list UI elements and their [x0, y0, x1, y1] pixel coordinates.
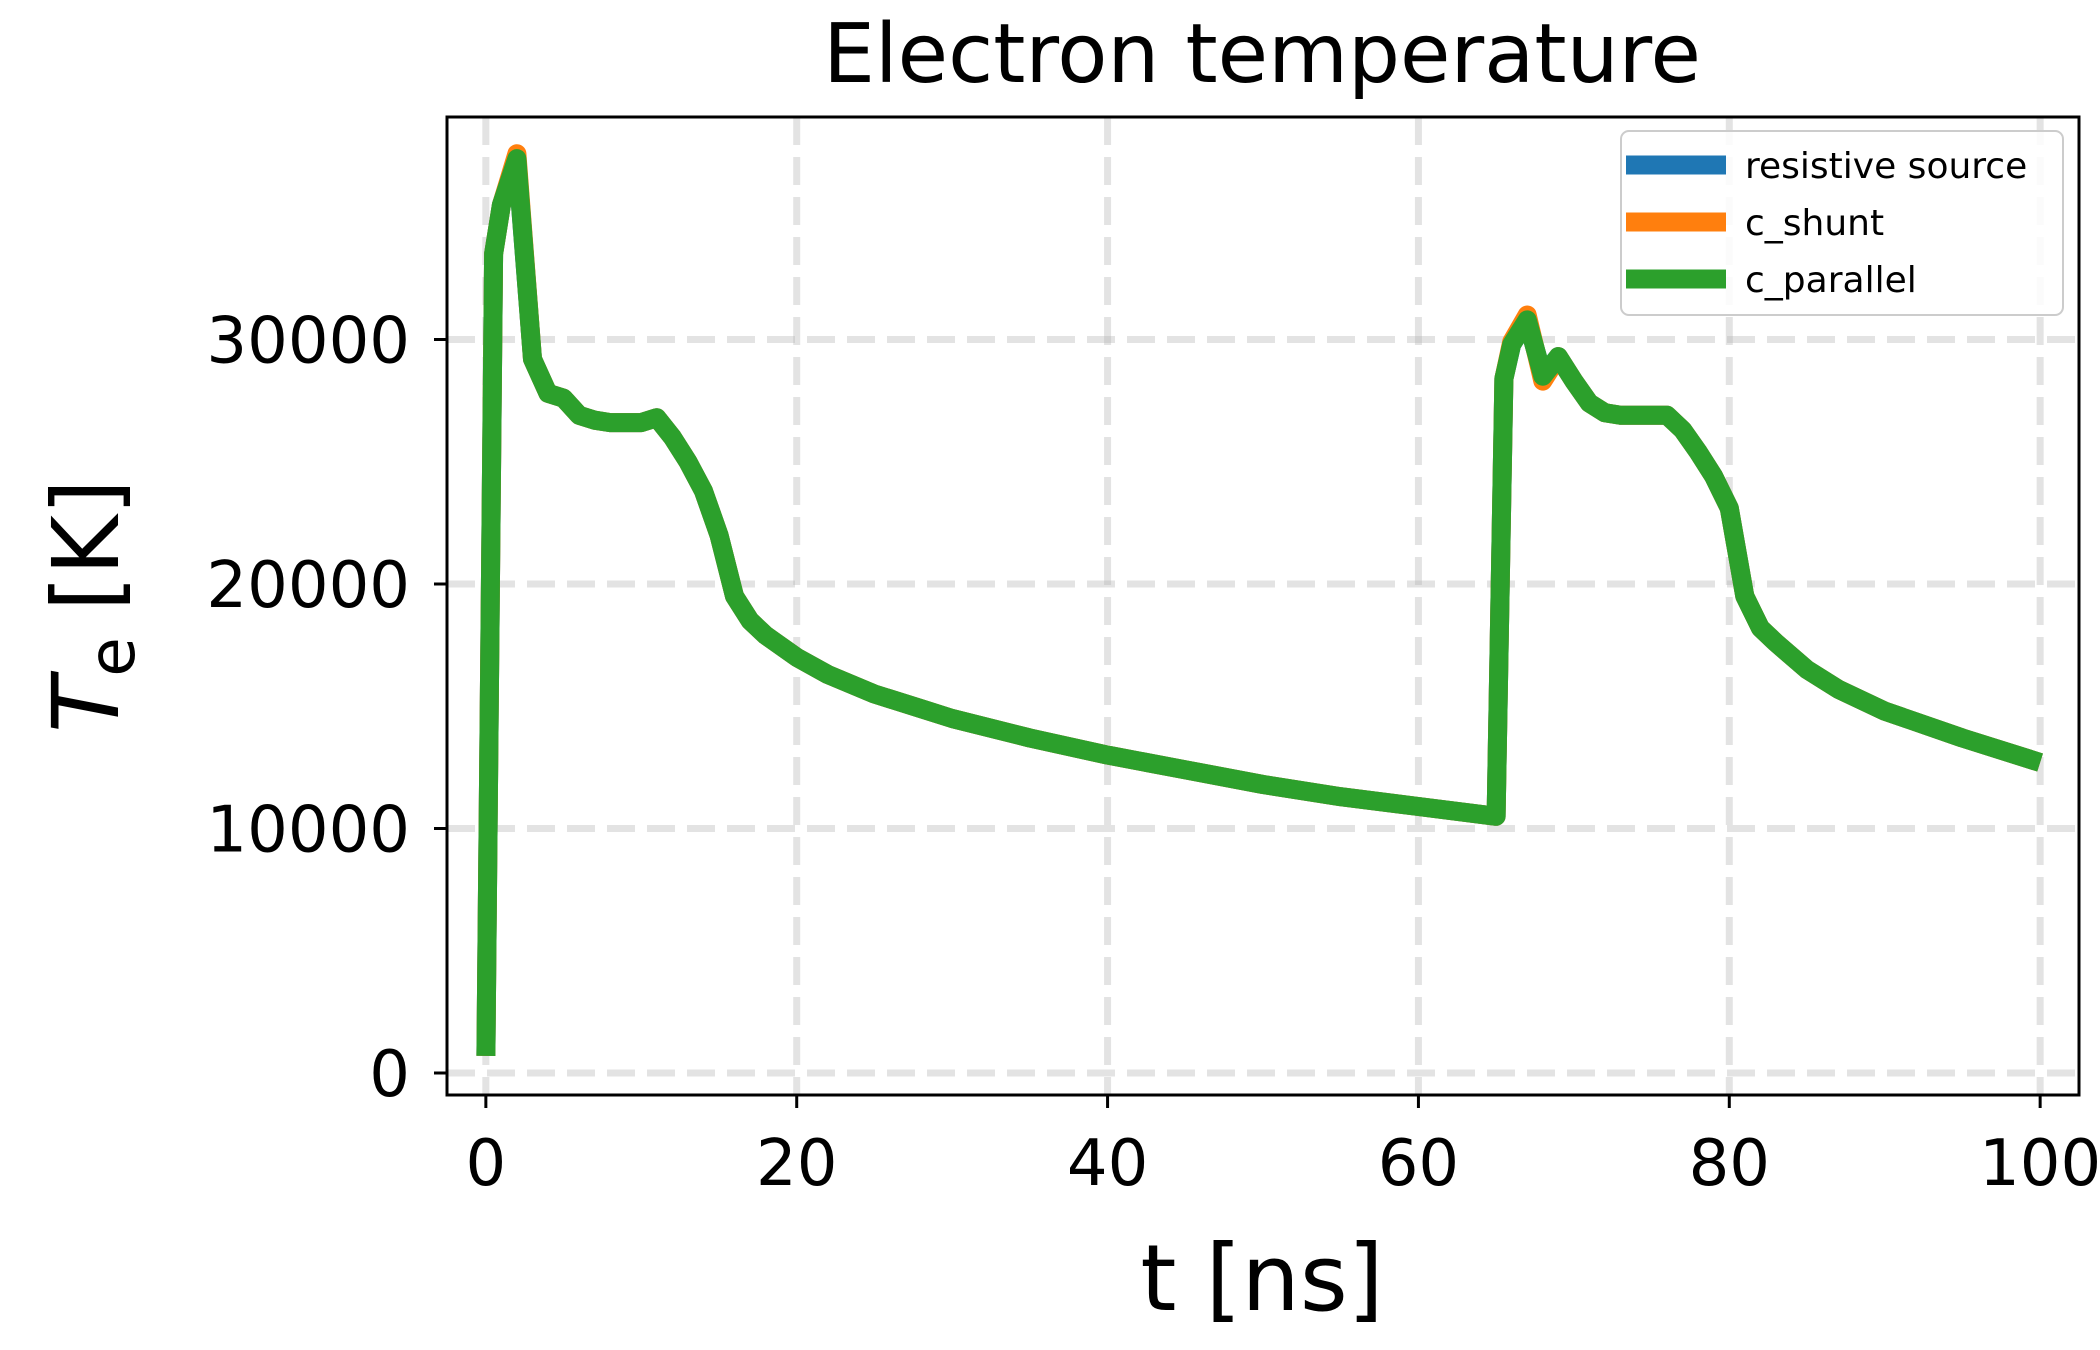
x-tick-label: 0 — [465, 1127, 506, 1201]
legend-label: c_parallel — [1745, 260, 1917, 301]
y-tick-label: 0 — [369, 1038, 410, 1112]
series-lines — [476, 144, 2043, 1056]
series-line-3 — [476, 149, 2043, 1056]
y-axis-label-subscript: e — [76, 637, 150, 676]
x-tick-label: 80 — [1689, 1127, 1770, 1201]
legend-frame — [1620, 130, 2064, 316]
x-tick-label: 100 — [1979, 1127, 2100, 1201]
y-axis-label-symbol: T — [33, 670, 140, 733]
x-axis-label: t [ns] — [1140, 1225, 1383, 1332]
y-axis-label-unit: [K] — [33, 479, 140, 611]
y-axis-label: Te [K] — [33, 479, 150, 733]
plot-frame — [445, 115, 2081, 1097]
legend: resistive source c_shunt c_parallel — [1620, 130, 2064, 316]
y-tick-label: 30000 — [206, 304, 410, 378]
x-tick-label: 60 — [1378, 1127, 1459, 1201]
x-tick-label: 40 — [1067, 1127, 1148, 1201]
y-tick-label: 10000 — [206, 793, 410, 867]
y-tick-label: 20000 — [206, 549, 410, 623]
x-tick-label: 20 — [756, 1127, 837, 1201]
chart-title: Electron temperature — [823, 7, 1701, 102]
legend-label: c_shunt — [1745, 203, 1884, 244]
legend-label: resistive source — [1745, 146, 2027, 187]
axis-ticks: 0 20 40 60 80 100 0 10000 20000 30000 — [206, 304, 2100, 1201]
